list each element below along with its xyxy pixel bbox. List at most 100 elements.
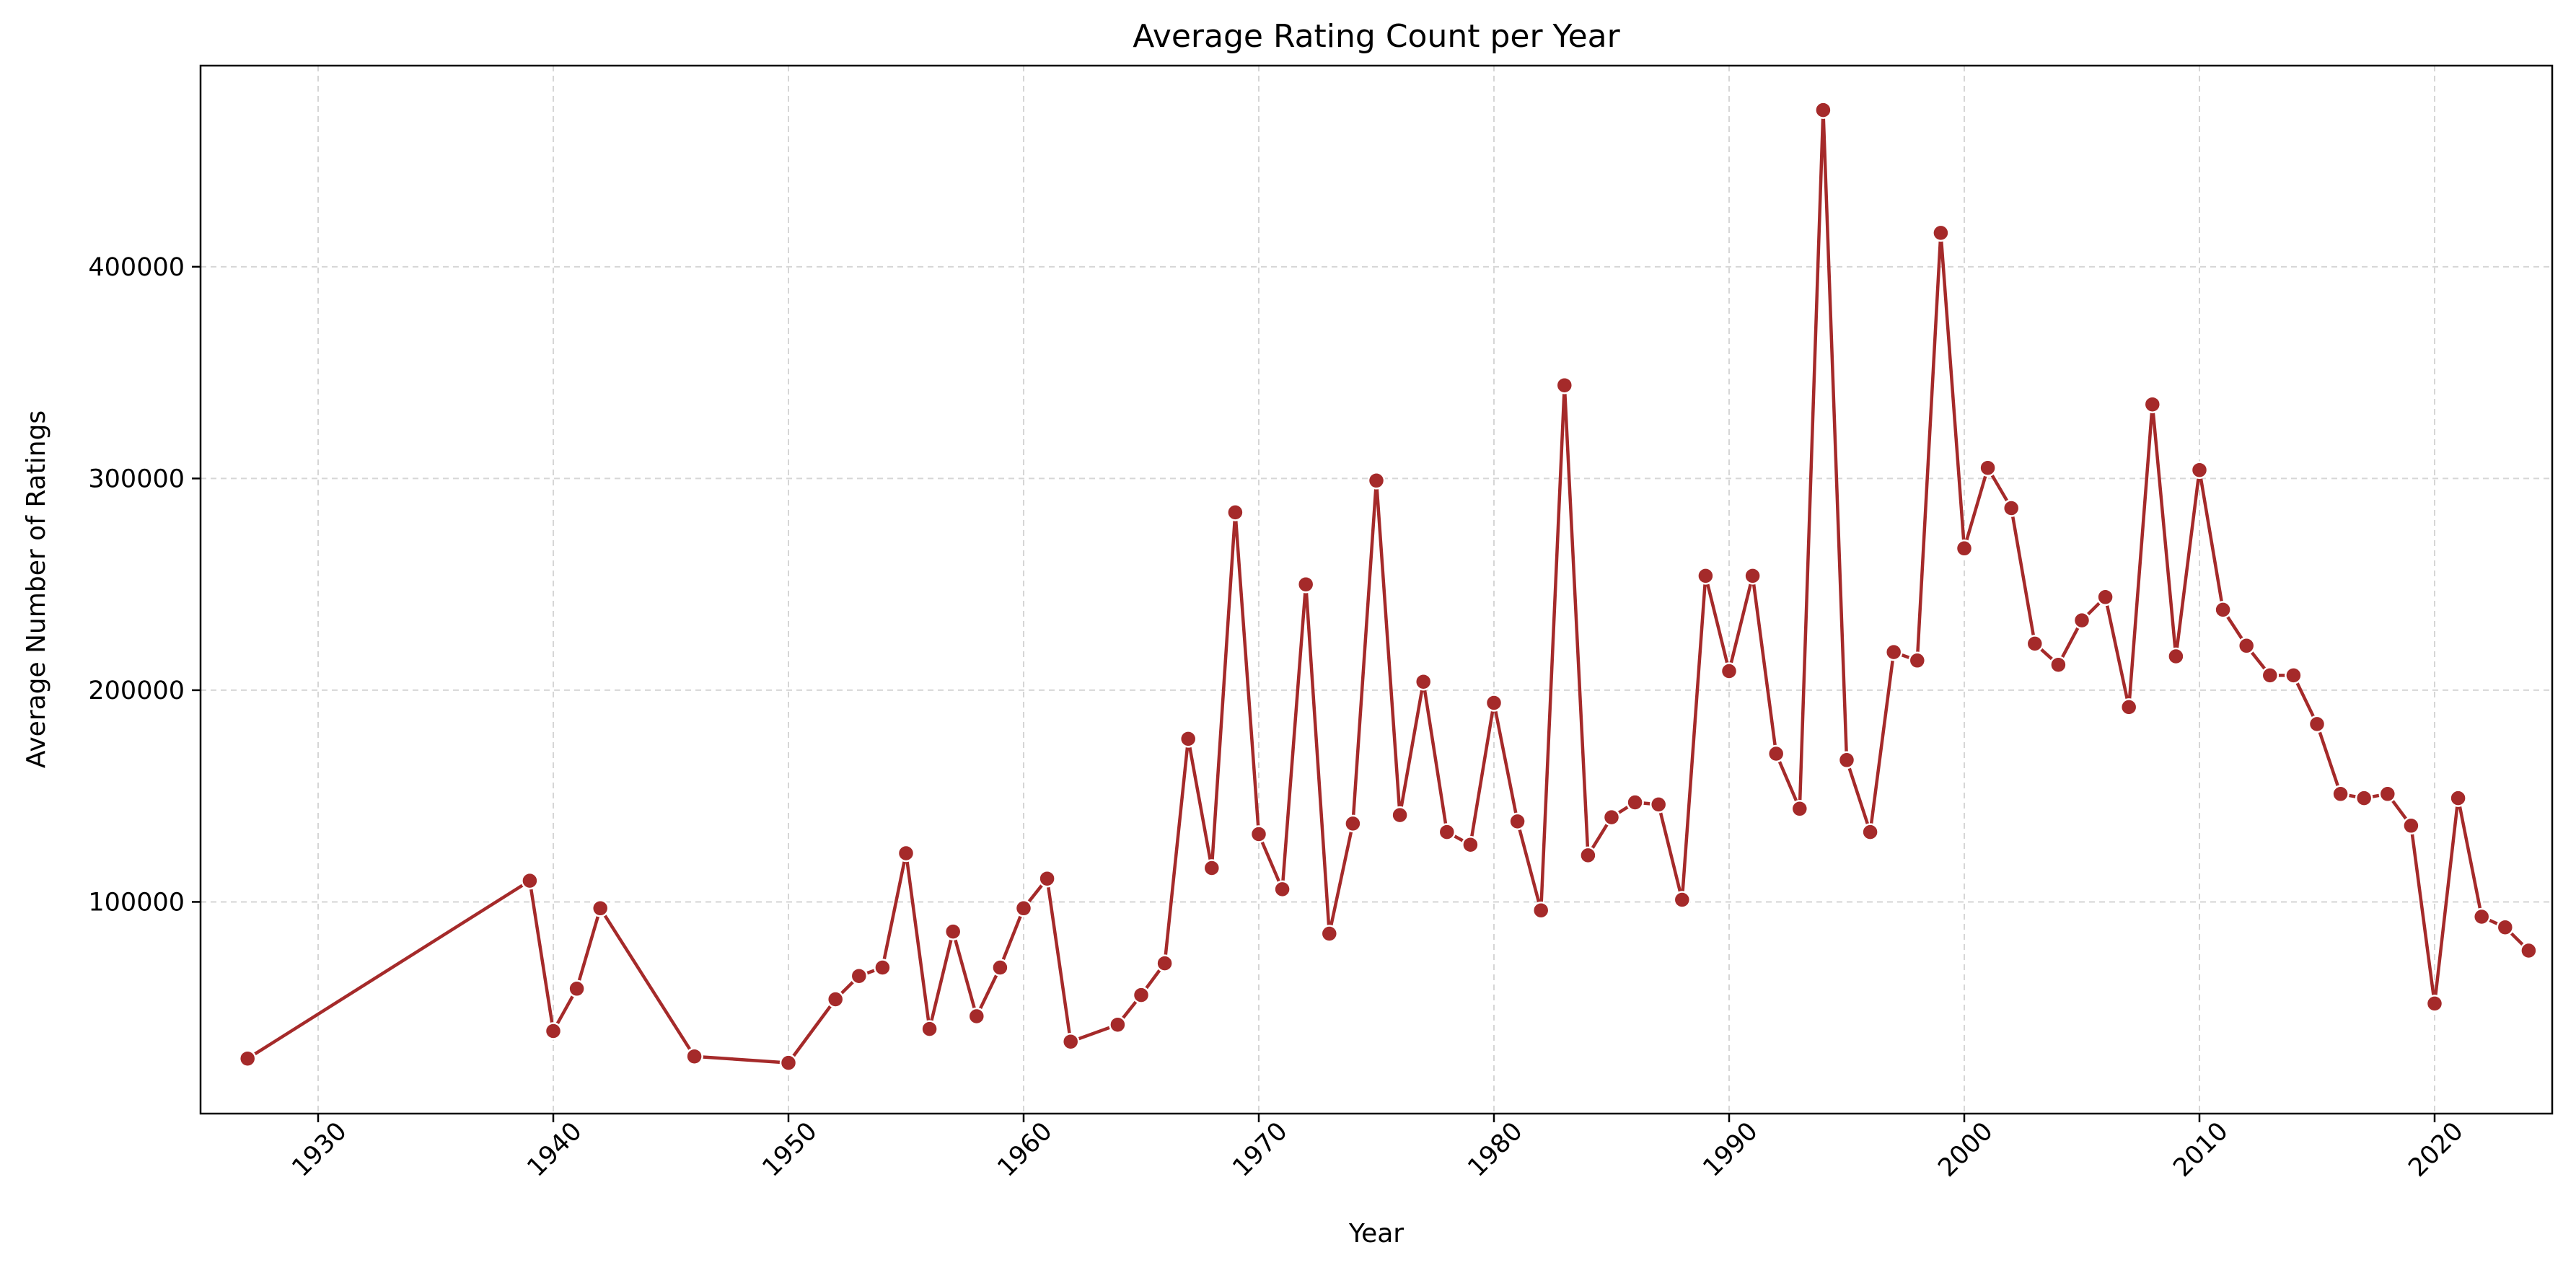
data-point: [2143, 395, 2162, 413]
data-point: [1908, 651, 1927, 670]
data-point: [1438, 823, 1456, 841]
grid-layer: [201, 66, 2552, 1114]
data-point: [1744, 567, 1762, 585]
data-point: [1767, 744, 1785, 763]
data-point: [2520, 941, 2538, 960]
y-axis-label: Average Number of Ratings: [22, 410, 51, 768]
data-point: [1061, 1032, 1080, 1051]
data-point: [874, 959, 892, 977]
data-point: [1955, 539, 1974, 558]
series-layer: [238, 101, 2538, 1072]
chart-title: Average Rating Count per Year: [1133, 18, 1620, 55]
data-point: [2214, 601, 2232, 619]
data-point: [991, 959, 1009, 977]
data-point: [1179, 730, 1197, 748]
data-point: [1391, 806, 1409, 824]
x-axis-label: Year: [1348, 1219, 1404, 1248]
data-point: [2119, 698, 2138, 716]
data-point: [521, 871, 539, 890]
plot-frame: [199, 64, 2554, 1115]
data-point: [1461, 835, 1480, 854]
x-tick-label: 1950: [757, 1116, 822, 1182]
x-tick-label: 2000: [1933, 1116, 1998, 1182]
data-point: [1697, 567, 1715, 585]
data-point: [1673, 891, 1692, 909]
data-point: [1720, 662, 1738, 680]
data-point: [2285, 666, 2303, 684]
data-point: [2331, 785, 2349, 803]
data-point: [1156, 954, 1174, 972]
data-point: [1226, 503, 1244, 521]
data-point: [2002, 499, 2021, 517]
data-point: [2308, 715, 2326, 734]
data-point: [1296, 575, 1315, 594]
data-point: [1508, 812, 1526, 831]
data-point: [2402, 816, 2420, 835]
tick-layer: 1930 1940 1950 1960 1970 1980 1990 2000 2010 2020…: [88, 253, 2469, 1183]
data-point: [591, 899, 610, 917]
data-point: [1344, 814, 1362, 833]
data-point: [2096, 588, 2114, 607]
data-point: [2261, 666, 2280, 684]
data-point: [238, 1049, 257, 1067]
data-point: [1837, 751, 1856, 770]
data-point: [1861, 823, 1879, 841]
data-point: [944, 922, 962, 941]
data-point: [1814, 101, 1832, 119]
data-point: [967, 1007, 986, 1026]
data-point: [1555, 376, 1574, 395]
data-point: [1531, 901, 1550, 920]
data-point: [2072, 611, 2091, 630]
data-point: [1249, 825, 1268, 843]
series-line: [247, 108, 2530, 1065]
x-tick-label: 1960: [992, 1116, 1058, 1182]
data-point: [2472, 907, 2491, 926]
data-point: [1602, 808, 1621, 827]
data-point: [1038, 869, 1056, 888]
data-point: [2026, 635, 2044, 653]
data-point: [826, 990, 845, 1008]
data-point: [1320, 925, 1339, 943]
x-tick-label: 1940: [522, 1116, 587, 1182]
data-point: [568, 979, 586, 998]
x-tick-label: 1990: [1697, 1116, 1763, 1182]
y-tick-label: 200000: [88, 677, 185, 705]
data-point: [1979, 459, 1997, 477]
data-point: [1649, 796, 1668, 814]
y-tick-label: 100000: [88, 888, 185, 917]
data-point: [920, 1020, 938, 1038]
data-point: [1203, 859, 1221, 877]
x-tick-label: 2020: [2403, 1116, 2469, 1182]
data-point: [2449, 789, 2467, 807]
data-point: [2425, 995, 2444, 1013]
x-tick-label: 1980: [1462, 1116, 1528, 1182]
data-point: [1626, 793, 1644, 811]
data-point: [1367, 472, 1386, 490]
data-point: [779, 1054, 798, 1072]
data-point: [1790, 800, 1809, 818]
data-point: [2496, 918, 2515, 936]
data-point: [2190, 461, 2209, 479]
data-point: [1485, 694, 1503, 712]
x-tick-label: 1930: [286, 1116, 352, 1182]
data-point: [1109, 1016, 1127, 1034]
y-tick-label: 300000: [88, 464, 185, 493]
x-tick-label: 2010: [2168, 1116, 2233, 1182]
data-point: [2167, 647, 2185, 666]
data-point: [1884, 643, 1903, 661]
data-point: [1932, 224, 1950, 242]
data-point: [897, 844, 915, 863]
data-point: [1414, 672, 1433, 691]
data-point: [2355, 789, 2373, 807]
data-point: [1273, 880, 1291, 899]
data-point: [2049, 656, 2067, 674]
y-tick-label: 400000: [88, 253, 185, 282]
data-point: [2237, 637, 2256, 655]
data-point: [2378, 785, 2397, 803]
data-point: [685, 1047, 703, 1065]
data-point: [1579, 846, 1597, 865]
data-point: [850, 966, 869, 985]
data-point: [1014, 899, 1033, 917]
data-point: [544, 1022, 563, 1040]
